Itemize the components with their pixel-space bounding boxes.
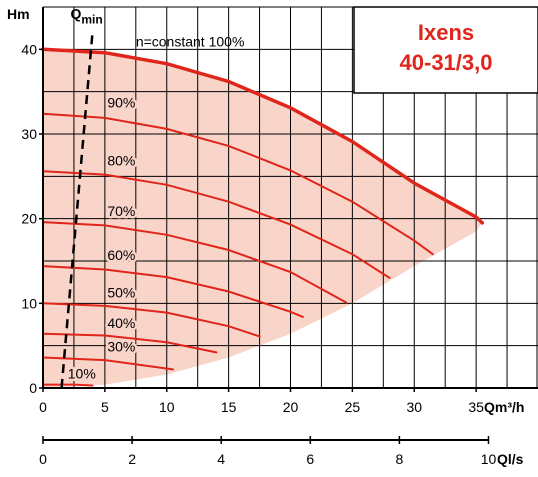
curve-n-constant-100- [41, 47, 485, 225]
x-tick-label: 10 [159, 399, 175, 415]
y-tick-label: 20 [21, 211, 37, 227]
secondary-x-tick-label: 2 [128, 451, 136, 467]
curve-80- [42, 170, 391, 279]
x-tick-label: 20 [283, 399, 299, 415]
qmin-label-sub: min [81, 12, 102, 26]
x-tick-label: 30 [406, 399, 422, 415]
curve-label-n-constant-100-: n=constant 100% [136, 33, 245, 49]
x-axis-label: Qm³/h [484, 399, 524, 415]
secondary-x-tick-label: 8 [396, 451, 404, 467]
curve-90- [42, 112, 434, 256]
curve-70- [42, 221, 348, 304]
curve-60- [42, 265, 304, 318]
qmin-label: Qmin [71, 5, 103, 26]
secondary-x-axis-label: Ql/s [497, 451, 524, 467]
x-tick-label: 25 [345, 399, 361, 415]
grid [43, 7, 538, 388]
y-axis-label: Hm [7, 6, 30, 22]
speed-curves [41, 47, 485, 387]
curve-50- [42, 302, 261, 338]
x-tick-label: 0 [39, 399, 47, 415]
qmin-line-group: Qmin [60, 5, 103, 389]
y-tick-label: 30 [21, 126, 37, 142]
x-tick-label: 15 [221, 399, 237, 415]
curve-40- [42, 332, 218, 354]
curve-label-60-: 60% [107, 247, 135, 263]
curve-label-50-: 50% [107, 284, 135, 300]
title-box: Ixens 40-31/3,0 [353, 6, 538, 94]
y-tick-label: 0 [29, 380, 37, 396]
y-tick-label: 40 [21, 41, 37, 57]
curve-label-80-: 80% [107, 152, 135, 168]
curve-label-90-: 90% [107, 95, 135, 111]
curve-10- [42, 383, 94, 387]
secondary-x-tick-label: 0 [39, 451, 47, 467]
title-line-2: 40-31/3,0 [400, 50, 493, 75]
secondary-x-tick-label: 4 [217, 451, 225, 467]
x-tick-label: 35 [468, 399, 484, 415]
curve-label-30-: 30% [107, 339, 135, 355]
y-tick-label: 10 [21, 295, 37, 311]
title-line-1: Ixens [418, 20, 474, 45]
curve-labels: n=constant 100% 90% 80% 70% 60% 50% 40% 30% 10% [65, 33, 245, 384]
curve-label-40-: 40% [107, 315, 135, 331]
secondary-x-tick-label: 6 [306, 451, 314, 467]
title-box-frame [353, 6, 538, 94]
x-tick-label: 5 [101, 399, 109, 415]
curve-label-70-: 70% [107, 203, 135, 219]
qmin-label-main: Q [71, 5, 82, 21]
secondary-x-tick-label: 10 [481, 451, 497, 467]
curve-30- [42, 356, 174, 371]
curve-label-10-: 10% [68, 366, 96, 382]
